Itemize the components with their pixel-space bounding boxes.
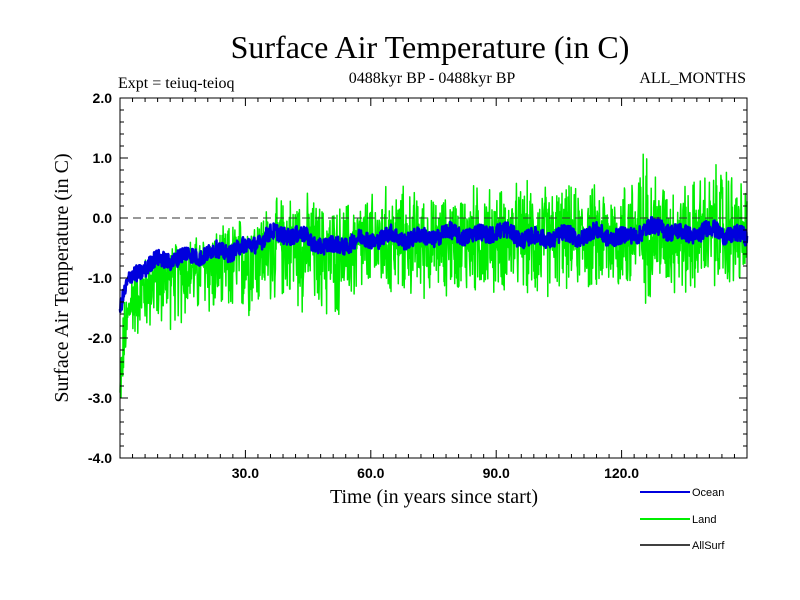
plot-area: 2.0 1.0 0.0 -1.0 -2.0 -3.0 -4.0 30.0 60.0 90.0 120…	[88, 90, 749, 481]
legend-ocean-label: Ocean	[692, 487, 724, 499]
y-tick-label: 0.0	[93, 210, 113, 226]
series-land-line	[119, 153, 748, 399]
legend: Ocean Land AllSurf	[640, 487, 725, 552]
y-axis-label: Surface Air Temperature (in C)	[51, 153, 73, 402]
x-tick-label: 30.0	[232, 465, 259, 481]
x-tick-label: 60.0	[357, 465, 384, 481]
y-tick-label: -1.0	[88, 270, 112, 286]
y-tick-label: -4.0	[88, 450, 112, 466]
legend-allsurf-label: AllSurf	[692, 540, 725, 552]
y-tick-label: 2.0	[93, 90, 113, 106]
series-ocean-line	[118, 216, 749, 314]
months-label: ALL_MONTHS	[639, 70, 746, 87]
y-tick-label: 1.0	[93, 150, 113, 166]
y-tick-label: -3.0	[88, 390, 112, 406]
x-tick-label: 90.0	[483, 465, 510, 481]
legend-land-label: Land	[692, 514, 716, 526]
y-tick-label: -2.0	[88, 330, 112, 346]
tick-layer: 2.0 1.0 0.0 -1.0 -2.0 -3.0 -4.0 30.0 60.0 90.0 120…	[88, 90, 748, 481]
x-tick-label: 120.0	[604, 465, 639, 481]
x-axis-label: Time (in years since start)	[330, 486, 538, 508]
series-layer	[118, 153, 749, 399]
period-label: 0488kyr BP - 0488kyr BP	[349, 70, 516, 87]
experiment-label: Expt = teiuq-teioq	[118, 75, 235, 92]
chart-title: Surface Air Temperature (in C)	[231, 29, 630, 65]
